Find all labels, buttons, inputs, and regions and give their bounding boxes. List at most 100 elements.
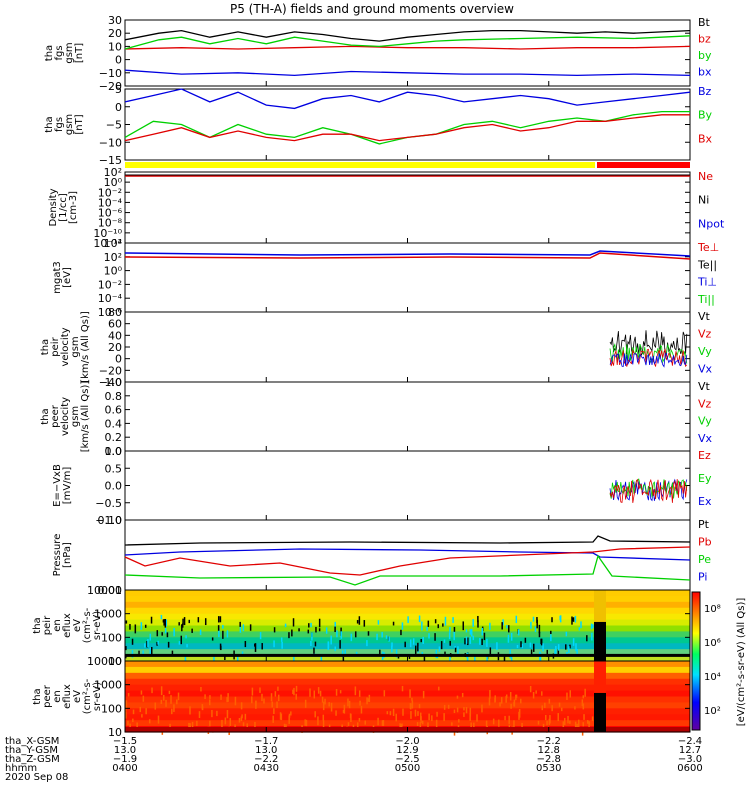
y-axis-label: fgs — [54, 45, 65, 60]
spectrogram-speck — [513, 720, 515, 729]
series-Bz — [124, 88, 691, 110]
spectrogram-speck — [548, 698, 551, 704]
spectrogram-speck — [261, 643, 263, 650]
spectrogram-speck — [238, 717, 241, 723]
spectrogram-floor — [125, 653, 690, 657]
y-tick-label: 10000 — [87, 584, 122, 597]
y-tick-label: 10 — [108, 655, 122, 668]
spectrogram-speck — [274, 691, 277, 697]
xaxis-row-label: tha_Z-GSM — [5, 754, 60, 765]
spectrogram-speck — [505, 696, 507, 703]
xaxis-value: −2.2 — [537, 736, 561, 747]
spectrogram-speck — [197, 617, 200, 623]
spectrogram-speck — [467, 637, 469, 646]
spectrogram-speck — [240, 702, 243, 710]
spectrogram-speck — [150, 646, 153, 655]
spectrogram-speck — [140, 690, 143, 695]
spectrogram-speck — [551, 705, 553, 712]
spectrogram-speck — [251, 696, 253, 704]
spectrogram-speck — [546, 720, 548, 726]
spectrogram-speck — [311, 632, 313, 641]
spectrogram-speck — [308, 623, 310, 628]
spectrogram-speck — [542, 723, 545, 729]
legend-Ex: Ex — [698, 495, 712, 508]
spectrogram-speck — [127, 720, 129, 726]
y-axis-label: peer — [42, 684, 53, 708]
mode-bar-fast — [597, 162, 690, 168]
spectrogram-speck — [199, 629, 202, 636]
xaxis-value: −2.5 — [395, 754, 419, 765]
spectrogram-speck — [436, 711, 438, 717]
spectrogram-speck — [334, 626, 336, 633]
spectrogram-speck — [163, 694, 165, 701]
spectrogram-speck — [261, 693, 263, 702]
spectrogram-speck — [342, 709, 345, 713]
spectrogram-speck — [423, 654, 426, 663]
spectrogram-speck — [456, 695, 459, 699]
spectrogram-speck — [454, 647, 457, 653]
spectrogram-speck — [191, 721, 194, 731]
y-axis-label: tha — [40, 408, 51, 424]
spectrogram-speck — [182, 618, 184, 625]
panel-pressure: 0.10 0.01 Pressure [nPa] Pt Pb Pe Pi — [52, 514, 712, 597]
spectrogram-speck — [399, 723, 401, 728]
spectrogram-speck — [208, 699, 211, 706]
spectrogram-speck — [180, 635, 183, 645]
spectrogram-speck — [363, 620, 366, 627]
spectrogram-speck — [562, 721, 565, 730]
spectrogram-speck — [318, 618, 321, 628]
y-tick-label: 0 — [115, 54, 122, 67]
spectrogram-speck — [582, 695, 585, 699]
spectrogram-speck — [284, 623, 287, 628]
xaxis-value: 0430 — [254, 763, 279, 774]
spectrogram-speck — [481, 627, 484, 636]
spectrogram-speck — [532, 616, 535, 622]
panel-density: 10²10⁰10⁻²10⁻⁴10⁻⁶10⁻⁸10⁻¹⁰10⁻¹²Density[… — [48, 166, 725, 250]
legend-by: by — [698, 49, 712, 62]
y-tick-label: 0.4 — [105, 417, 123, 430]
spectrogram-speck — [156, 630, 159, 637]
xaxis-row-label: tha_X-GSM — [5, 736, 59, 747]
spectrogram-speck — [541, 705, 544, 711]
spectrogram-speck — [149, 647, 152, 655]
spectrogram-speck — [391, 642, 393, 647]
spectrogram-speck — [201, 704, 204, 710]
spectrogram-speck — [401, 723, 403, 727]
panel-frame — [124, 171, 691, 244]
spectrogram-speck — [463, 707, 465, 711]
spectrogram-speck — [167, 641, 170, 648]
y-tick-label: 0.5 — [105, 462, 123, 475]
spectrogram-speck — [140, 622, 143, 630]
spectrogram-speck — [461, 692, 464, 698]
spectrogram-speck — [409, 703, 412, 710]
xaxis-value: −1.9 — [113, 754, 137, 765]
spectrogram-speck — [435, 719, 438, 728]
spectrogram-speck — [131, 638, 134, 645]
spectrogram-speck — [220, 694, 222, 700]
spectrogram-speck — [457, 646, 459, 655]
spectrogram-speck — [273, 708, 275, 715]
series-bx — [124, 69, 691, 77]
spectrogram-speck — [551, 617, 553, 623]
panel-efield: 1.0 0.5 0.0 −0.5 −1.0 E=−VxB [mV/m] Ez Ey Ex — [52, 445, 712, 527]
panel-frame — [124, 311, 691, 383]
spectrogram-speck — [177, 692, 180, 701]
spectrogram-speck — [290, 711, 292, 716]
spectrogram-speck — [356, 722, 359, 730]
y-tick-label: 10⁻² — [98, 186, 122, 199]
spectrogram-band — [125, 590, 690, 597]
data-gap-top — [594, 590, 606, 622]
spectrogram-speck — [219, 616, 222, 623]
legend-bx: bx — [698, 66, 712, 79]
spectrogram-speck — [254, 643, 257, 652]
spectrogram-speck — [411, 700, 414, 709]
spectrogram-band — [125, 625, 690, 633]
y-tick-label: 0.10 — [98, 514, 123, 527]
legend-By: By — [698, 109, 713, 122]
spectrogram-speck — [367, 698, 370, 702]
spectrogram-speck — [431, 715, 433, 722]
spectrogram-speck — [559, 615, 561, 621]
spectrogram-speck — [204, 694, 206, 700]
spectrogram-speck — [557, 644, 560, 651]
